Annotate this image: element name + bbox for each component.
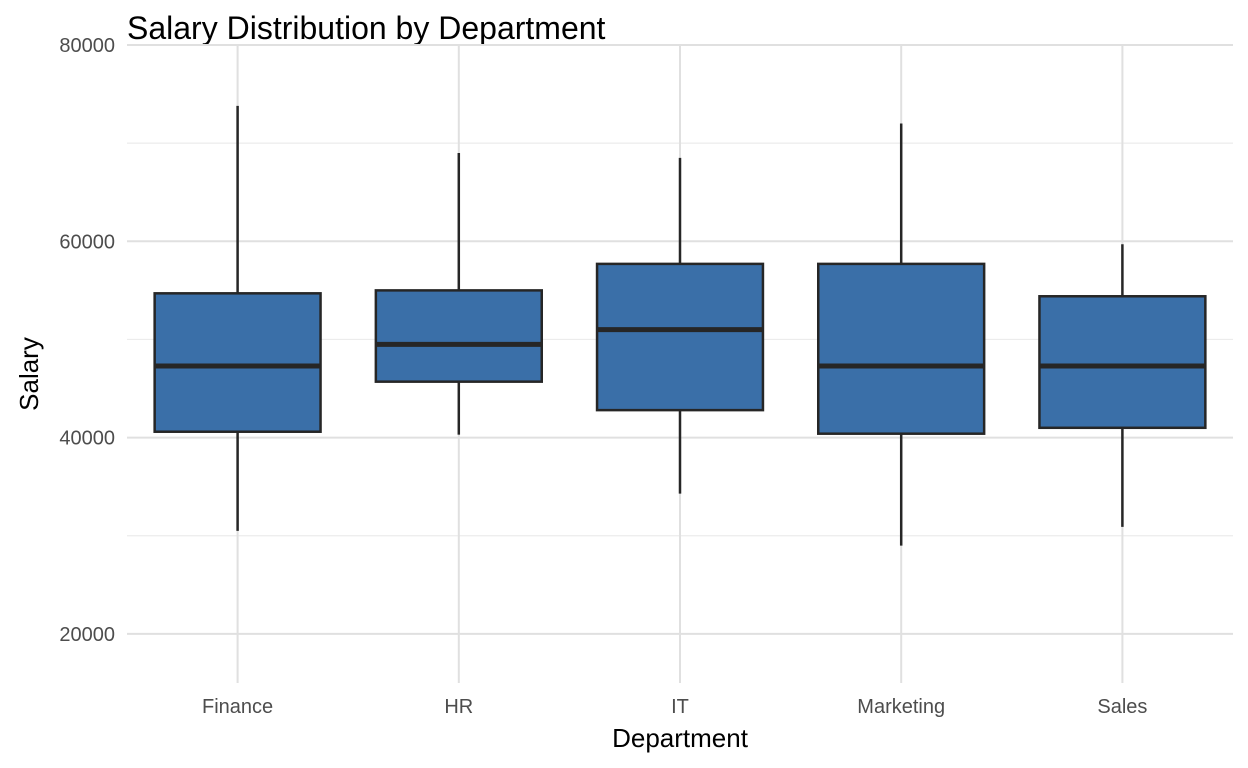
y-tick-label: 80000 — [59, 35, 115, 57]
iqr-box — [595, 262, 765, 412]
box-hr — [374, 152, 543, 435]
iqr-box — [1038, 295, 1207, 430]
x-tick-label: Sales — [1097, 696, 1147, 718]
iqr-box — [153, 292, 322, 433]
y-tick-label: 40000 — [59, 428, 115, 450]
box-it — [595, 157, 765, 494]
x-axis-title: Department — [612, 723, 749, 753]
y-axis-tick-labels: 20000 40000 60000 80000 — [59, 35, 115, 646]
iqr-box — [374, 289, 543, 383]
box-plot-series — [153, 105, 1207, 546]
box-finance — [153, 105, 322, 531]
chart-title: Salary Distribution by Department — [127, 10, 606, 46]
box-sales — [1038, 244, 1207, 527]
box-marketing — [817, 123, 986, 546]
y-tick-label: 60000 — [59, 231, 115, 253]
x-tick-label: IT — [671, 696, 689, 718]
y-tick-label: 20000 — [59, 624, 115, 646]
x-axis-tick-labels: Finance HR IT Marketing Sales — [202, 696, 1147, 718]
iqr-box — [817, 262, 986, 435]
x-tick-label: HR — [444, 696, 473, 718]
x-tick-label: Marketing — [857, 696, 945, 718]
y-axis-title: Salary — [14, 337, 44, 411]
x-tick-label: Finance — [202, 696, 273, 718]
